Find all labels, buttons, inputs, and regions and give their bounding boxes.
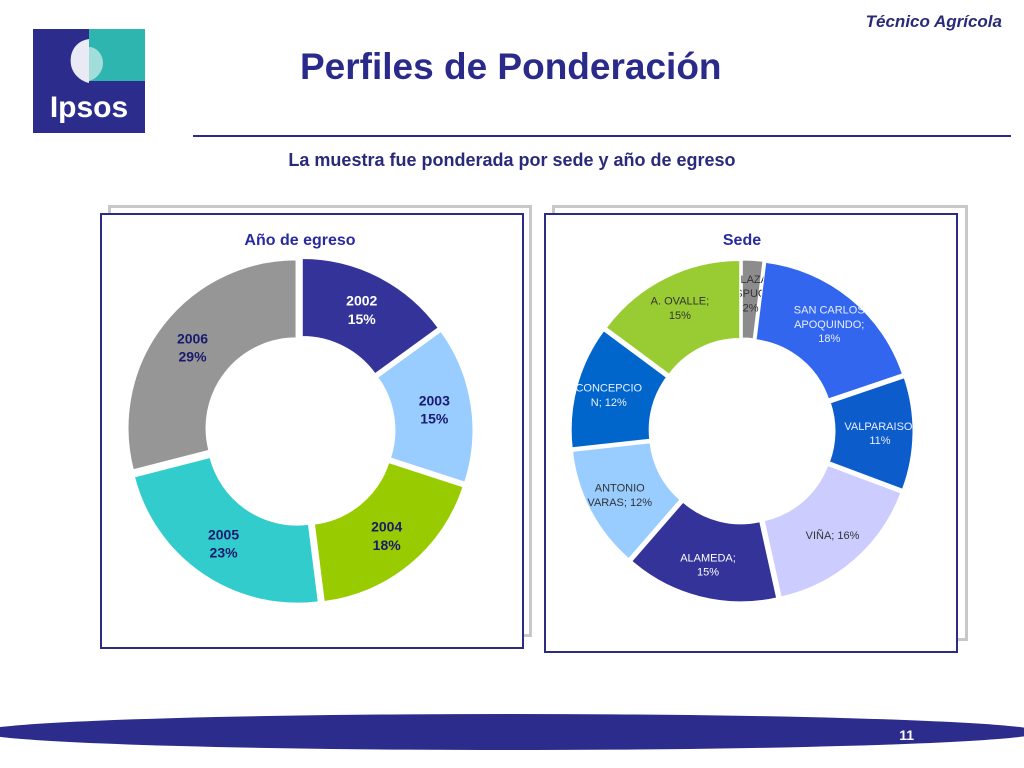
slice-alameda [631,501,778,603]
slice-label: ALAMEDA; 15% [680,552,736,578]
slice-label: 2005 23% [208,526,239,560]
slice-2006 [127,259,297,471]
slice-2003 [377,330,474,483]
slice-label: 2006 29% [177,330,208,364]
slice-concepcion [570,330,668,449]
slice-label: CONCEPCIO N; 12% [575,383,642,409]
footer-band [0,714,1024,750]
slice-plaza-vespucio [741,259,764,340]
slice-a-ovalle [605,260,741,375]
slice-antonio-varas [572,442,681,560]
slice-2005 [133,456,319,604]
ipsos-logo: Ipsos [33,29,145,133]
slice-viña [763,464,902,598]
chart-title: Sede [723,232,761,249]
logo-text: Ipsos [50,91,128,124]
slice-2004 [313,462,464,603]
slice-label: VIÑA; 16% [806,529,860,542]
category-label: Técnico Agrícola [865,12,1002,31]
slice-label: 2002 15% [346,293,377,327]
donut-chart-ano-egreso: Año de egreso 2002 15% 2003 15% 2004 18% 2005 23… [127,232,474,604]
slice-valparaiso [828,377,914,490]
chart-title: Año de egreso [244,232,355,249]
slice-label: 2003 15% [419,393,450,427]
page-subtitle: La muestra fue ponderada por sede y año … [288,150,736,170]
page-title: Perfiles de Ponderación [300,46,722,87]
slice-label: 2004 18% [371,519,402,553]
slice-2002 [301,258,439,375]
slice-label: SAN CARLOS APOQUINDO; 18% [794,305,865,346]
slice-label: A. OVALLE; 15% [651,295,710,321]
page-number: 11 [899,727,914,743]
slice-san-carlos-apoquindo [755,261,904,400]
slice-label: ANTONIO VARAS; 12% [587,483,652,509]
slice-label: VALPARAISO; 11% [844,421,915,447]
title-divider [193,135,1011,137]
